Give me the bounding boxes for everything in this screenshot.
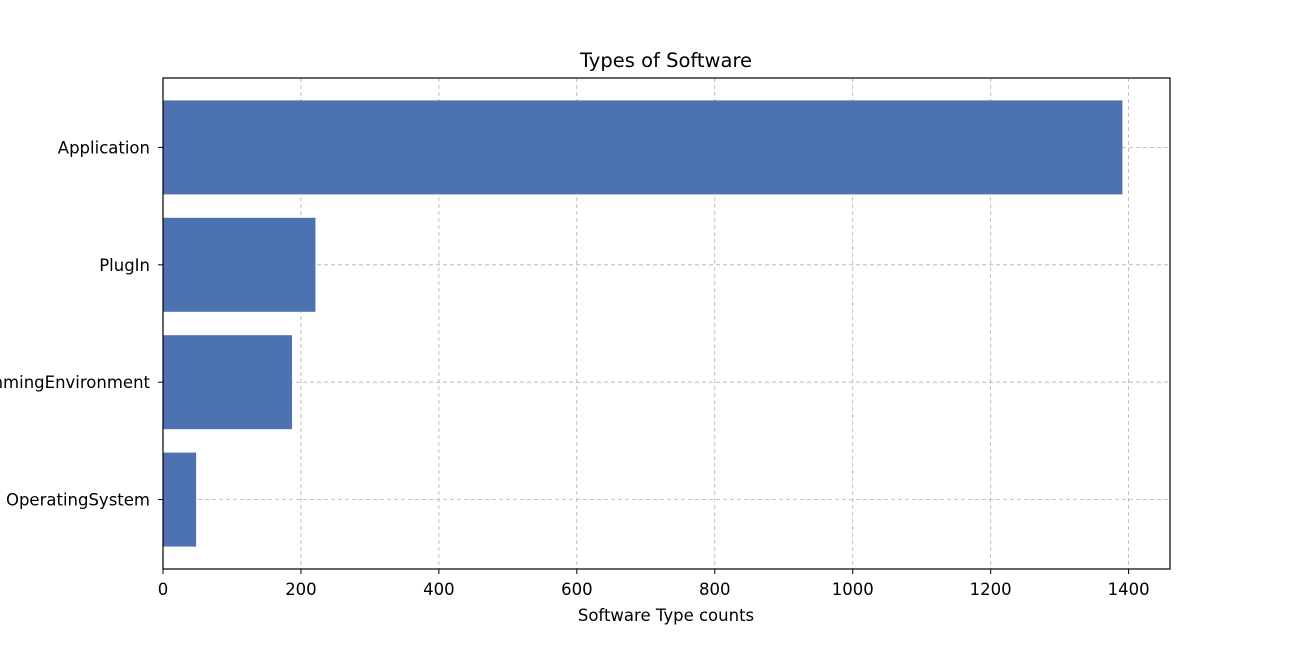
x-tick-label: 400 xyxy=(423,580,455,599)
grid-lines xyxy=(162,78,1170,569)
x-tick-label: 1000 xyxy=(832,580,874,599)
y-tick-label: ProgrammingEnvironment xyxy=(0,373,151,392)
bar xyxy=(163,217,316,312)
x-axis-label: Software Type counts xyxy=(578,606,754,625)
y-axis-ticks: Application PlugIn ProgrammingEnvironment O… xyxy=(0,138,163,510)
x-tick-label: 200 xyxy=(285,580,317,599)
bar xyxy=(163,100,1123,195)
bar xyxy=(163,335,292,430)
x-tick-label: 1400 xyxy=(1108,580,1150,599)
plot-frame xyxy=(162,77,1171,570)
chart-title: Types of Software xyxy=(579,49,752,72)
y-tick-label: Application xyxy=(58,138,150,157)
x-tick-label: 0 xyxy=(158,580,169,599)
x-axis-ticks: 0 200 400 600 800 1000 1200 1400 xyxy=(158,569,1150,599)
x-tick-label: 600 xyxy=(561,580,593,599)
bars xyxy=(163,100,1123,547)
x-tick-label: 800 xyxy=(699,580,731,599)
y-tick-label: PlugIn xyxy=(99,256,150,275)
bar xyxy=(163,452,197,547)
y-tick-label: OperatingSystem xyxy=(6,491,150,510)
x-tick-label: 1200 xyxy=(970,580,1012,599)
